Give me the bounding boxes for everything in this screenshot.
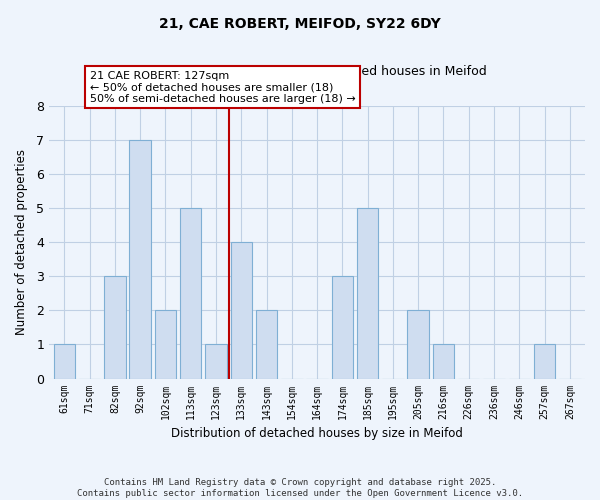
Bar	[332, 276, 353, 378]
Bar	[53, 344, 75, 378]
Bar	[180, 208, 202, 378]
Bar	[407, 310, 429, 378]
Bar	[205, 344, 227, 378]
X-axis label: Distribution of detached houses by size in Meifod: Distribution of detached houses by size …	[171, 427, 463, 440]
Bar	[130, 140, 151, 378]
Bar	[104, 276, 125, 378]
Bar	[534, 344, 556, 378]
Title: Size of property relative to detached houses in Meifod: Size of property relative to detached ho…	[147, 65, 487, 78]
Bar	[230, 242, 252, 378]
Text: 21 CAE ROBERT: 127sqm
← 50% of detached houses are smaller (18)
50% of semi-deta: 21 CAE ROBERT: 127sqm ← 50% of detached …	[89, 70, 355, 104]
Text: Contains HM Land Registry data © Crown copyright and database right 2025.
Contai: Contains HM Land Registry data © Crown c…	[77, 478, 523, 498]
Y-axis label: Number of detached properties: Number of detached properties	[15, 149, 28, 335]
Bar	[256, 310, 277, 378]
Bar	[357, 208, 379, 378]
Bar	[155, 310, 176, 378]
Text: 21, CAE ROBERT, MEIFOD, SY22 6DY: 21, CAE ROBERT, MEIFOD, SY22 6DY	[159, 18, 441, 32]
Bar	[433, 344, 454, 378]
